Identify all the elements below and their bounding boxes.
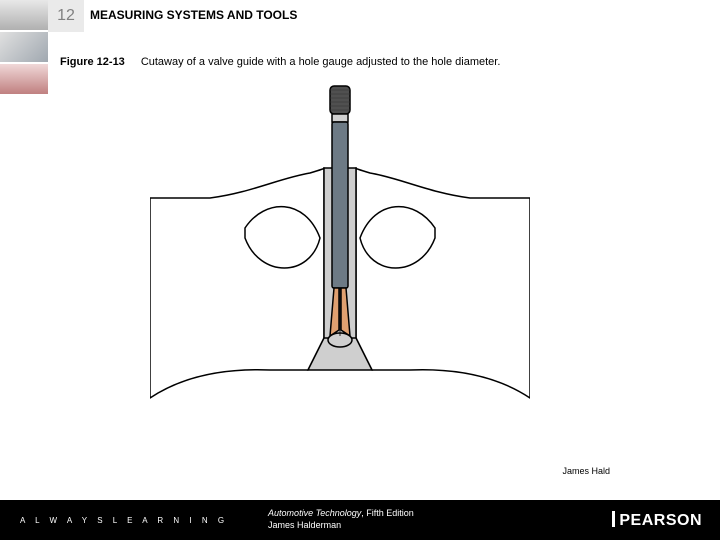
left-thumbnail-strip: [0, 0, 48, 96]
figure-diagram: [150, 78, 530, 438]
figure-label: Figure 12-13: [60, 56, 125, 68]
always-learning-text: A L W A Y S L E A R N I N G: [20, 516, 228, 525]
chapter-title: MEASURING SYSTEMS AND TOOLS: [90, 8, 297, 22]
footer-bar: A L W A Y S L E A R N I N G Automotive T…: [0, 500, 720, 540]
slide-page: 12 MEASURING SYSTEMS AND TOOLS Figure 12…: [0, 0, 720, 540]
thumb-car-red: [0, 64, 48, 96]
book-edition: , Fifth Edition: [361, 508, 414, 518]
figure-caption: Cutaway of a valve guide with a hole gau…: [141, 56, 501, 68]
valve-guide-diagram: [150, 78, 530, 438]
pearson-bar-icon: [612, 511, 615, 527]
book-title: Automotive Technology: [268, 508, 361, 518]
book-info: Automotive Technology, Fifth Edition Jam…: [268, 508, 414, 531]
figure-caption-line: Figure 12-13 Cutaway of a valve guide wit…: [60, 56, 500, 68]
publisher-name: PEARSON: [619, 512, 702, 529]
book-author: James Halderman: [268, 520, 414, 532]
thumb-car-silver: [0, 0, 48, 32]
publisher-logo: PEARSON: [612, 511, 702, 530]
photo-credit-partial: James Hald: [562, 466, 610, 476]
thumb-engine: [0, 32, 48, 64]
chapter-number: 12: [48, 0, 84, 32]
